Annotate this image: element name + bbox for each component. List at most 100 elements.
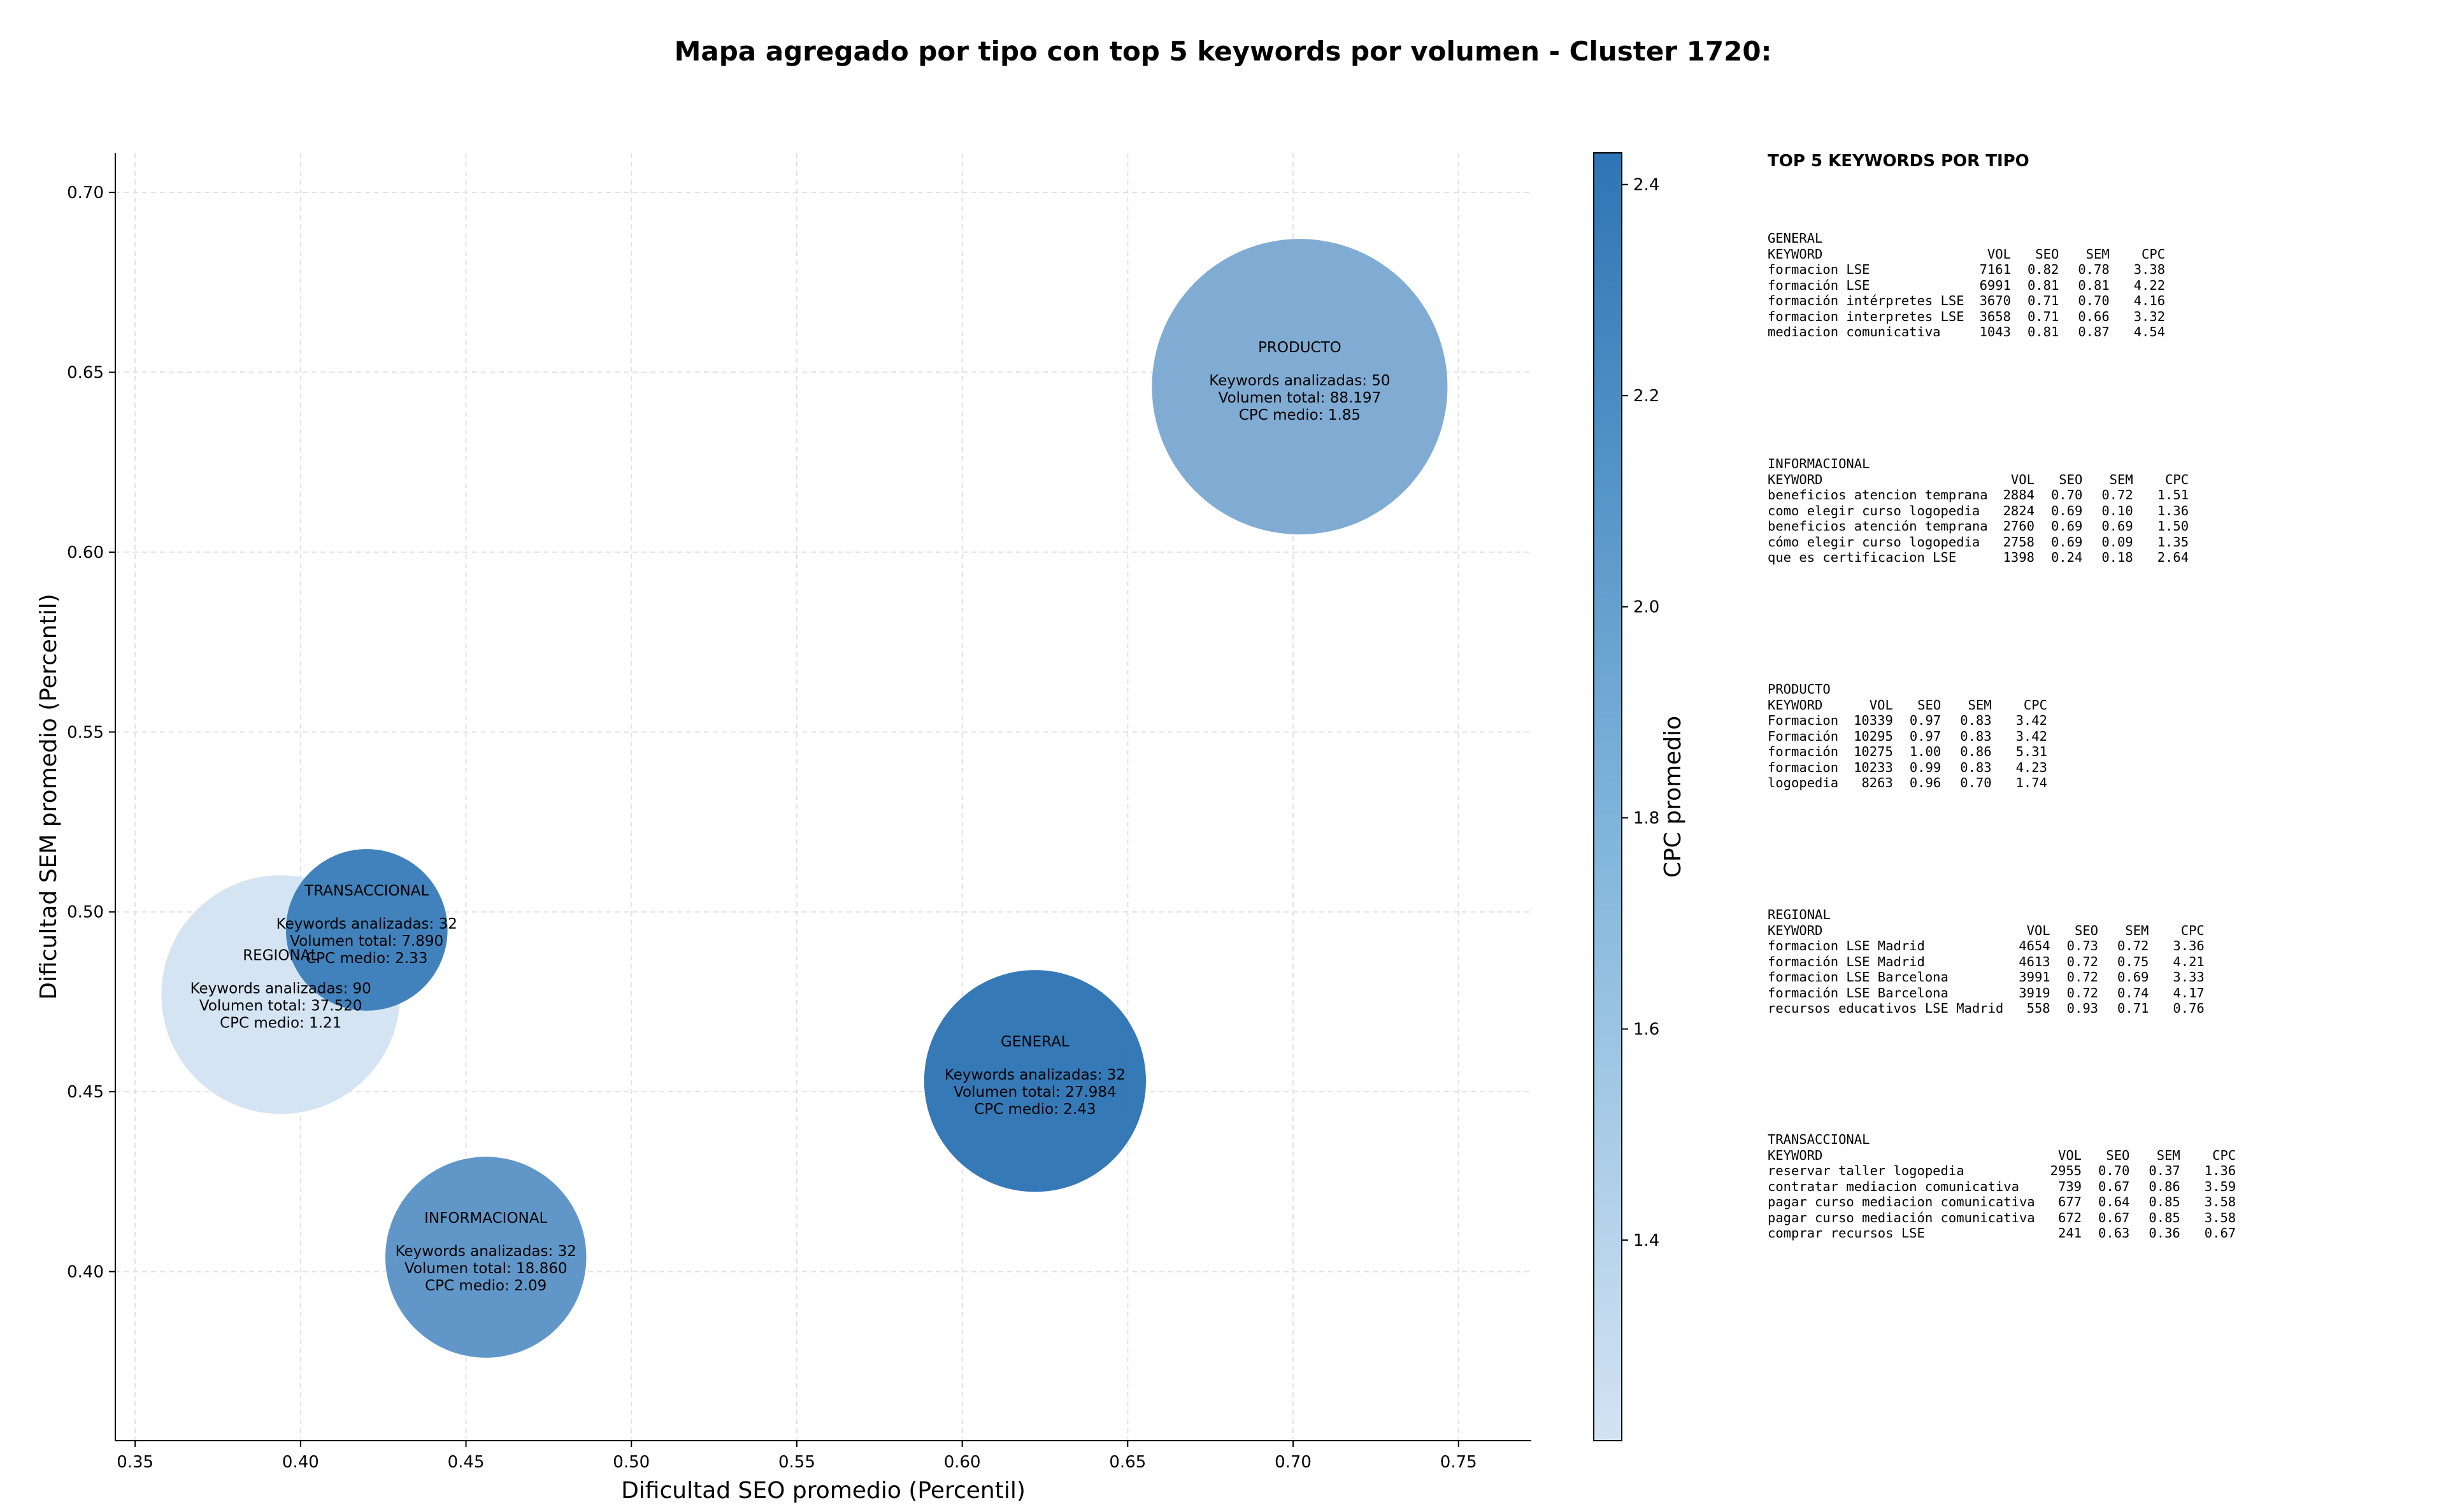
keyword-block-type: TRANSACCIONAL — [1768, 1132, 1870, 1147]
x-tick-label: 0.65 — [1109, 1453, 1146, 1472]
sem-cell: 0.74 — [2117, 985, 2149, 1001]
cpc-cell: CPC — [2165, 471, 2189, 487]
keyword-table-row: Formacion 10339 0.97 0.83 3.42 — [1768, 713, 2047, 729]
cpc-cell: 5.31 — [2015, 744, 2047, 759]
keyword-cell: KEYWORD — [1768, 1147, 1823, 1163]
keyword-table-row: formación 10275 1.00 0.86 5.31 — [1768, 744, 2047, 760]
cpc-cell: 3.58 — [2204, 1194, 2236, 1209]
keyword-table-row: formacion interpretes LSE 3658 0.71 0.66 3.3… — [1768, 309, 2165, 325]
seo-cell: 0.81 — [2027, 324, 2059, 339]
keyword-block-type: REGIONAL — [1768, 907, 1831, 922]
vol-cell: VOL — [1869, 697, 1893, 713]
top-keywords-heading: TOP 5 KEYWORDS POR TIPO — [1768, 152, 2029, 171]
keyword-cell: formación LSE Barcelona — [1768, 985, 1949, 1001]
vol-cell: 558 — [2026, 1001, 2050, 1016]
cpc-cell: 2.64 — [2157, 550, 2189, 565]
keyword-table-row: beneficios atención temprana 2760 0.69 0.69… — [1768, 518, 2189, 534]
cpc-cell: 4.23 — [2015, 759, 2047, 775]
seo-cell: SEO — [2059, 471, 2083, 487]
cpc-cell: 1.35 — [2157, 534, 2189, 550]
chart-title: Mapa agregado por tipo con top 5 keyword… — [674, 36, 1772, 67]
sem-cell: 0.78 — [2078, 262, 2110, 277]
keyword-table-row: formacion LSE Madrid 4654 0.73 0.72 3.36 — [1768, 938, 2205, 954]
bubble-producto — [1152, 239, 1448, 535]
bubble-keywords-count: Keywords analizadas: 50 — [1209, 373, 1390, 389]
vol-cell: 7161 — [1979, 262, 2011, 277]
sem-cell: 0.83 — [1960, 728, 1992, 744]
cpc-cell: 3.36 — [2173, 938, 2205, 953]
keyword-cell: formación LSE Madrid — [1768, 953, 1925, 969]
seo-cell: 0.73 — [2066, 938, 2099, 953]
sem-cell: SEM — [2156, 1147, 2180, 1163]
y-tick-label: 0.65 — [67, 364, 104, 383]
keyword-cell: mediacion comunicativa — [1768, 324, 1941, 339]
x-tick-label: 0.45 — [448, 1453, 485, 1472]
sem-cell: 0.66 — [2078, 308, 2110, 324]
seo-cell: 0.72 — [2066, 969, 2099, 985]
cpc-cell: 3.42 — [2015, 728, 2047, 744]
vol-cell: VOL — [2026, 922, 2050, 938]
keyword-cell: como elegir curso logopedia — [1768, 503, 1980, 518]
bubble-cpc: CPC medio: 1.85 — [1239, 407, 1361, 424]
axes: 0.35 0.40 0.45 0.50 0.55 0.60 0.65 0.70 0.75 0.40… — [36, 153, 1531, 1504]
keyword-table: KEYWORD VOL SEO SEM CPC Formacion 10339 0.97 0.8… — [1768, 697, 2047, 791]
keyword-block-type: INFORMACIONAL — [1768, 456, 1870, 471]
seo-cell: 0.82 — [2027, 262, 2059, 277]
colorbar-tick-label: 1.6 — [1633, 1020, 1659, 1039]
bubble-transaccional — [285, 849, 448, 1011]
y-axis-label: Dificultad SEM promedio (Percentil) — [36, 594, 62, 1000]
seo-cell: 0.67 — [2098, 1209, 2130, 1225]
seo-cell: 0.71 — [2027, 308, 2059, 324]
bubble-label: REGIONAL — [243, 948, 318, 964]
keyword-table: KEYWORD VOL SEO SEM CPC reservar taller logop… — [1768, 1148, 2236, 1241]
keyword-block-type: GENERAL — [1768, 231, 1823, 246]
keyword-table-row: pagar curso mediación comunicativa 672 0.6… — [1768, 1210, 2236, 1226]
sem-cell: 0.86 — [1960, 744, 1992, 759]
keyword-cell: formación intérpretes LSE — [1768, 293, 1964, 308]
cpc-cell: 1.36 — [2204, 1163, 2236, 1178]
seo-cell: SEO — [2106, 1147, 2130, 1163]
cpc-cell: 4.22 — [2133, 277, 2166, 293]
vol-cell: 10275 — [1854, 744, 1893, 759]
keyword-cell: reservar taller logopedia — [1768, 1163, 1964, 1178]
keyword-table-row: pagar curso mediacion comunicativa 677 0.6… — [1768, 1194, 2236, 1210]
vol-cell: 2760 — [2003, 518, 2035, 534]
cpc-cell: 3.58 — [2204, 1209, 2236, 1225]
keyword-cell: formación — [1768, 744, 1839, 759]
x-axis-label: Dificultad SEO promedio (Percentil) — [621, 1478, 1026, 1504]
keyword-cell: KEYWORD — [1768, 471, 1823, 487]
sem-cell: 0.85 — [2149, 1194, 2180, 1209]
vol-cell: 3919 — [2019, 985, 2050, 1001]
bubble-volume: Volumen total: 37.520 — [199, 998, 362, 1015]
keyword-table-row: formación LSE 6991 0.81 0.81 4.22 — [1768, 278, 2165, 294]
sem-cell: SEM — [2085, 246, 2110, 262]
keyword-cell: beneficios atencion temprana — [1768, 487, 1988, 503]
vol-cell: 2884 — [2003, 487, 2035, 503]
vol-cell: 3991 — [2019, 969, 2050, 985]
keyword-table-row: formacion 10233 0.99 0.83 4.23 — [1768, 760, 2047, 776]
x-tick-label: 0.55 — [778, 1453, 815, 1472]
bubble-volume: Volumen total: 27.984 — [954, 1084, 1117, 1101]
cpc-cell: 3.38 — [2133, 262, 2166, 277]
keyword-table-header: KEYWORD VOL SEO SEM CPC — [1768, 923, 2205, 939]
cpc-cell: 1.74 — [2015, 775, 2047, 790]
sem-cell: 0.37 — [2149, 1163, 2180, 1178]
sem-cell: 0.83 — [1960, 713, 1992, 728]
colorbar-label: CPC promedio — [1660, 716, 1686, 878]
keyword-table-header: KEYWORD VOL SEO SEM CPC — [1768, 246, 2165, 262]
keyword-cell: Formación — [1768, 728, 1839, 744]
sem-cell: 0.72 — [2101, 487, 2133, 503]
seo-cell: 0.97 — [1909, 713, 1942, 728]
keyword-table-row: formación LSE Barcelona 3919 0.72 0.74 4.17 — [1768, 985, 2205, 1001]
bubble-keywords-count: Keywords analizadas: 90 — [190, 981, 371, 997]
sem-cell: 0.72 — [2117, 938, 2149, 953]
keyword-table: KEYWORD VOL SEO SEM CPC formacion LSE Madrid 4… — [1768, 923, 2205, 1016]
vol-cell: 10339 — [1854, 713, 1893, 728]
keyword-block-regional: REGIONAL KEYWORD VOL SEO SEM CPC formacion LSE… — [1768, 907, 2205, 1016]
keyword-cell: cómo elegir curso logopedia — [1768, 534, 1980, 550]
cpc-cell: 4.16 — [2133, 293, 2166, 308]
seo-cell: 0.96 — [1909, 775, 1942, 790]
bubble-keywords-count: Keywords analizadas: 32 — [945, 1067, 1126, 1083]
